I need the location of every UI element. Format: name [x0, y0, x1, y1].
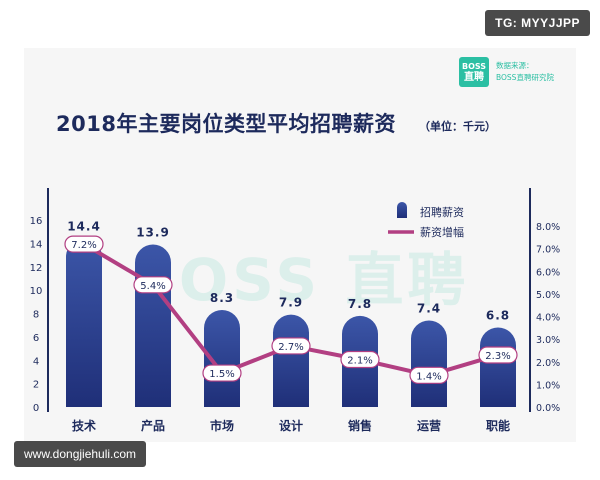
left-tick-label: 4: [33, 356, 39, 367]
source-label: 数据来源：: [496, 61, 534, 70]
growth-label: 7.2%: [71, 240, 96, 251]
right-tick-label: 1.0%: [536, 380, 560, 391]
logo-line1: BOSS: [461, 62, 487, 71]
growth-label-pill: [64, 235, 104, 253]
right-tick-label: 3.0%: [536, 335, 560, 346]
right-tick-label: 0.0%: [536, 403, 560, 414]
bar-value-label: 8.3: [210, 291, 234, 305]
bar: [204, 309, 240, 407]
logo-line2: 直聘: [464, 72, 484, 83]
category-label: 市场: [210, 418, 234, 433]
chart-unit: （单位：千元）: [419, 120, 496, 133]
legend-bar-swatch: [397, 202, 407, 218]
growth-label-pill: [202, 364, 242, 382]
bar: [411, 320, 447, 407]
right-tick-label: 2.0%: [536, 358, 560, 369]
right-tick-label: 8.0%: [536, 222, 560, 233]
growth-label-pill: [478, 346, 518, 364]
background-watermark: BOSS 直聘: [131, 246, 470, 314]
growth-label-pill: [271, 337, 311, 355]
left-tick-label: 10: [30, 286, 43, 297]
data-source: 数据来源： BOSS直聘研究院: [496, 60, 554, 84]
bar-value-label: 7.4: [417, 302, 441, 316]
watermark-bottom: www.dongjiehuli.com: [14, 441, 147, 467]
category-label: 产品: [141, 418, 165, 433]
category-label: 运营: [417, 418, 441, 433]
left-tick-label: 6: [33, 333, 39, 344]
growth-label-pill: [340, 350, 380, 369]
bar-value-label: 13.9: [136, 226, 170, 240]
left-tick-label: 8: [33, 310, 39, 321]
source-name: BOSS直聘研究院: [496, 73, 554, 82]
left-tick-label: 12: [30, 263, 43, 274]
category-label: 设计: [279, 418, 303, 433]
category-label: 职能: [486, 418, 510, 433]
growth-label-pill: [409, 366, 449, 384]
boss-logo: BOSS 直聘: [459, 57, 489, 87]
growth-label: 5.4%: [140, 281, 165, 292]
right-tick-label: 4.0%: [536, 313, 560, 324]
bar-value-label: 7.9: [279, 296, 303, 310]
chart-title: 2018年主要岗位类型平均招聘薪资: [56, 112, 396, 136]
right-tick-label: 5.0%: [536, 290, 560, 301]
bar-value-label: 14.4: [67, 220, 101, 234]
growth-label: 2.1%: [347, 355, 372, 366]
growth-label-pill: [133, 276, 173, 294]
left-tick-label: 0: [33, 403, 39, 414]
growth-label: 2.7%: [278, 342, 303, 353]
legend-bar-label: 招聘薪资: [420, 205, 464, 219]
category-label: 技术: [72, 418, 96, 433]
bar: [273, 314, 309, 407]
left-tick-label: 16: [30, 216, 43, 227]
bar: [66, 238, 102, 407]
legend-line-label: 薪资增幅: [420, 225, 464, 239]
category-label: 销售: [348, 418, 372, 433]
bar: [135, 244, 171, 407]
left-tick-label: 14: [30, 239, 43, 250]
right-tick-label: 7.0%: [536, 245, 560, 256]
left-tick-label: 2: [33, 380, 39, 391]
bar-value-label: 6.8: [486, 309, 510, 323]
growth-label: 2.3%: [485, 351, 510, 362]
bar: [480, 327, 516, 407]
growth-label: 1.5%: [209, 369, 234, 380]
right-tick-label: 6.0%: [536, 267, 560, 278]
growth-label: 1.4%: [416, 371, 441, 382]
bar-value-label: 7.8: [348, 297, 372, 311]
watermark-top: TG: MYYJJPP: [485, 10, 590, 36]
